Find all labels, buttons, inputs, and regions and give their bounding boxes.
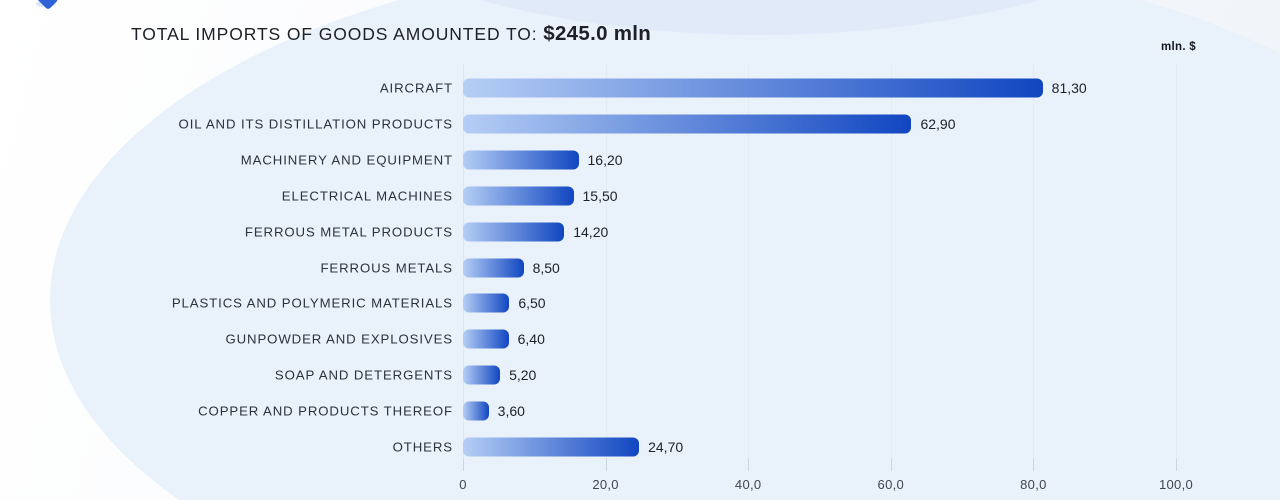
bar xyxy=(463,114,912,134)
axis-tick xyxy=(605,459,607,471)
axis-tick-label: 0 xyxy=(459,477,467,492)
gridline xyxy=(605,64,607,470)
axis-tick-label: 20,0 xyxy=(592,477,619,492)
bar-value-label: 3,60 xyxy=(497,403,525,420)
axis-tick-label: 60,0 xyxy=(877,477,905,492)
bar xyxy=(463,365,501,385)
bar-row: SOAP AND DETERGENTS 5,20 xyxy=(0,357,1280,393)
bar-row: ELECTRICAL MACHINES 15,50 xyxy=(0,178,1280,214)
bar xyxy=(463,437,640,457)
bar-row: FERROUS METAL PRODUCTS 14,20 xyxy=(0,214,1280,250)
bar-value-label: 15,50 xyxy=(582,187,618,204)
bar-category-label: COPPER AND PRODUCTS THEREOF xyxy=(198,403,453,419)
bar-category-label: FERROUS METALS xyxy=(320,260,453,276)
axis-tick xyxy=(1033,459,1035,471)
bar-value-label: 14,20 xyxy=(573,223,609,240)
bar xyxy=(463,222,565,242)
bar-row: COPPER AND PRODUCTS THEREOF 3,60 xyxy=(0,393,1280,429)
axis-tick xyxy=(463,459,464,471)
bar-value-label: 24,70 xyxy=(648,439,684,456)
bar xyxy=(463,258,524,278)
bar-row: PLASTICS AND POLYMERIC MATERIALS 6,50 xyxy=(0,285,1280,321)
bar-category-label: SOAP AND DETERGENTS xyxy=(274,367,453,383)
bar-value-label: 16,20 xyxy=(587,151,623,168)
bar xyxy=(463,401,489,421)
bar-category-label: PLASTICS AND POLYMERIC MATERIALS xyxy=(171,295,453,311)
axis-tick-label: 40,0 xyxy=(734,477,762,492)
bar-row: OIL AND ITS DISTILLATION PRODUCTS 62,90 xyxy=(0,106,1280,142)
bar-category-label: GUNPOWDER AND EXPLOSIVES xyxy=(225,331,453,347)
bar-category-label: OTHERS xyxy=(392,439,453,455)
chart-title-text: TOTAL IMPORTS OF GOODS AMOUNTED TO: xyxy=(131,24,544,44)
bar-category-label: OIL AND ITS DISTILLATION PRODUCTS xyxy=(178,116,453,132)
bar xyxy=(463,78,1043,98)
chart-title-total: $245.0 mln xyxy=(543,22,652,45)
gridline xyxy=(1033,64,1035,470)
bar-row: MACHINERY AND EQUIPMENT 16,20 xyxy=(0,142,1280,178)
bar-value-label: 8,50 xyxy=(532,259,560,276)
bar-value-label: 81,30 xyxy=(1051,80,1087,96)
gridline xyxy=(1176,64,1177,470)
bar xyxy=(463,293,510,313)
bar-row: OTHERS 24,70 xyxy=(0,429,1280,465)
bar-row: AIRCRAFT 81,30 xyxy=(0,70,1280,106)
bar-value-label: 5,20 xyxy=(509,367,537,384)
bar-value-label: 6,50 xyxy=(518,295,546,312)
bar-value-label: 6,40 xyxy=(517,331,545,348)
bar-category-label: ELECTRICAL MACHINES xyxy=(281,188,453,204)
bar-row: FERROUS METALS 8,50 xyxy=(0,250,1280,286)
bar xyxy=(463,329,509,349)
axis-tick xyxy=(1176,459,1177,471)
bar-row: GUNPOWDER AND EXPLOSIVES 6,40 xyxy=(0,321,1280,357)
gridline xyxy=(748,64,750,470)
bar-category-label: MACHINERY AND EQUIPMENT xyxy=(240,152,453,168)
gridline xyxy=(890,64,892,470)
bar-category-label: AIRCRAFT xyxy=(379,80,453,96)
bar-value-label: 62,90 xyxy=(920,115,956,132)
axis-tick-label: 80,0 xyxy=(1020,477,1047,492)
bar xyxy=(463,186,574,206)
axis-unit-label: mln. $ xyxy=(1160,41,1196,53)
axis-tick xyxy=(748,459,750,471)
chart-title: TOTAL IMPORTS OF GOODS AMOUNTED TO: $245… xyxy=(131,11,651,48)
bar xyxy=(463,150,579,170)
axis-tick xyxy=(890,459,892,471)
axis-tick-label: 100,0 xyxy=(1158,477,1194,492)
bar-category-label: FERROUS METAL PRODUCTS xyxy=(244,224,453,240)
